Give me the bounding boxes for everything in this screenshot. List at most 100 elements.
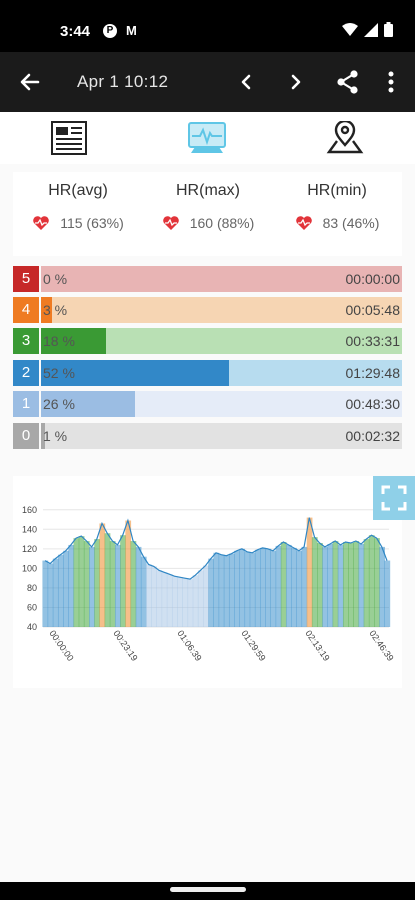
battery-icon <box>384 22 393 37</box>
hr-bar <box>94 539 101 627</box>
x-tick-label: 01:29:59 <box>239 628 267 662</box>
signal-icon <box>364 22 378 37</box>
zone-row: 3 18 % 00:33:31 <box>13 328 402 354</box>
hr-bar <box>327 543 334 627</box>
x-tick-label: 02:13:19 <box>303 628 331 662</box>
chevron-left-icon[interactable] <box>236 70 256 94</box>
hr-bar <box>151 566 158 627</box>
hr-bar <box>363 539 370 627</box>
hr-bar <box>104 533 111 627</box>
hr-bar <box>140 556 147 627</box>
app-bar: Apr 1 10:12 <box>0 52 415 112</box>
zone-fill <box>41 360 229 386</box>
hr-bar <box>197 570 204 627</box>
hr-bar <box>260 547 266 627</box>
page-title: Apr 1 10:12 <box>77 72 169 91</box>
status-right-icons <box>342 22 393 37</box>
hr-bar <box>353 541 360 627</box>
more-vert-icon[interactable] <box>381 69 401 95</box>
hr-bar <box>296 550 303 627</box>
zone-fill <box>41 328 106 354</box>
hr-bar <box>192 575 199 627</box>
chevron-right-icon[interactable] <box>286 70 306 94</box>
hr-min-stat: HR(min) 83 (46%) <box>272 172 402 256</box>
hr-avg-value: 115 (63%) <box>60 215 124 231</box>
hr-bar <box>244 551 251 627</box>
tab-map[interactable] <box>276 112 414 164</box>
monitor-icon <box>188 122 226 153</box>
hr-bar <box>270 550 277 627</box>
share-icon[interactable] <box>335 69 361 95</box>
tab-heart-rate[interactable] <box>138 112 276 164</box>
hr-bar <box>337 544 344 627</box>
hr-bar <box>254 549 261 627</box>
zone-percent: 26 % <box>43 396 75 412</box>
zone-fill <box>41 391 135 417</box>
hr-bar <box>342 542 349 627</box>
y-tick-label: 80 <box>27 583 37 593</box>
hr-bar <box>99 523 106 627</box>
hr-avg-stat: HR(avg) 115 (63%) <box>13 172 143 256</box>
zone-percent: 3 % <box>43 302 68 318</box>
hr-stats-card: HR(avg) 115 (63%) HR(max) 160 (88%) HR(m… <box>13 172 402 256</box>
notification-m-icon: M <box>126 23 137 38</box>
zone-bar: 3 % 00:05:48 <box>41 297 402 323</box>
x-tick-label: 01:06:39 <box>175 628 203 662</box>
hr-bar <box>368 535 375 627</box>
zone-number: 3 <box>13 328 39 354</box>
hr-bar <box>332 541 339 627</box>
zone-row: 5 0 % 00:00:00 <box>13 266 402 292</box>
fullscreen-button[interactable] <box>373 476 415 520</box>
hr-bar <box>348 542 354 627</box>
hr-bar <box>182 578 189 627</box>
tab-summary[interactable] <box>0 112 138 164</box>
zone-number: 2 <box>13 360 39 386</box>
hr-bar <box>234 550 240 627</box>
hr-bar <box>265 548 272 627</box>
x-tick-label: 00:23:19 <box>111 628 139 662</box>
hr-bar <box>374 538 380 627</box>
hr-bar <box>171 576 178 627</box>
hr-bar <box>317 542 323 627</box>
hr-bar <box>78 536 85 627</box>
zone-row: 0 1 % 00:02:32 <box>13 423 402 449</box>
zone-time: 00:33:31 <box>345 333 401 349</box>
hr-bar <box>57 554 64 627</box>
hr-bar <box>166 574 173 627</box>
home-indicator[interactable] <box>170 887 246 892</box>
zone-number: 1 <box>13 391 39 417</box>
hr-bar <box>213 552 220 627</box>
heart-icon <box>162 216 179 230</box>
hr-bar <box>125 520 132 627</box>
x-tick-label: 02:46:39 <box>367 628 395 662</box>
hr-bar <box>120 535 126 627</box>
hr-bar <box>218 554 225 627</box>
hr-min-label: HR(min) <box>307 182 367 199</box>
zone-row: 2 52 % 01:29:48 <box>13 360 402 386</box>
zone-bar: 1 % 00:02:32 <box>41 423 402 449</box>
back-arrow-icon[interactable] <box>16 68 44 96</box>
heart-icon <box>295 216 312 230</box>
hr-bar <box>63 550 69 627</box>
zone-number: 0 <box>13 423 39 449</box>
hr-bar <box>379 546 386 627</box>
hr-bar <box>208 558 215 627</box>
zone-bar: 0 % 00:00:00 <box>41 266 402 292</box>
hr-bar <box>161 572 168 627</box>
fullscreen-icon <box>381 485 407 511</box>
hr-bar <box>89 546 95 627</box>
hr-bar <box>358 543 365 627</box>
zone-percent: 1 % <box>43 428 68 444</box>
y-tick-label: 60 <box>27 602 37 612</box>
hr-max-label: HR(max) <box>176 182 240 199</box>
y-tick-label: 100 <box>22 563 37 573</box>
hr-line <box>44 517 388 580</box>
x-tick-label: 00:00:00 <box>47 628 75 662</box>
hr-bar <box>109 541 116 627</box>
hr-min-value: 83 (46%) <box>322 215 380 231</box>
hr-bar <box>114 544 121 627</box>
hr-bar <box>239 548 246 627</box>
zone-row: 1 26 % 00:48:30 <box>13 391 402 417</box>
hr-avg-label: HR(avg) <box>48 182 108 199</box>
y-tick-label: 160 <box>22 505 37 515</box>
